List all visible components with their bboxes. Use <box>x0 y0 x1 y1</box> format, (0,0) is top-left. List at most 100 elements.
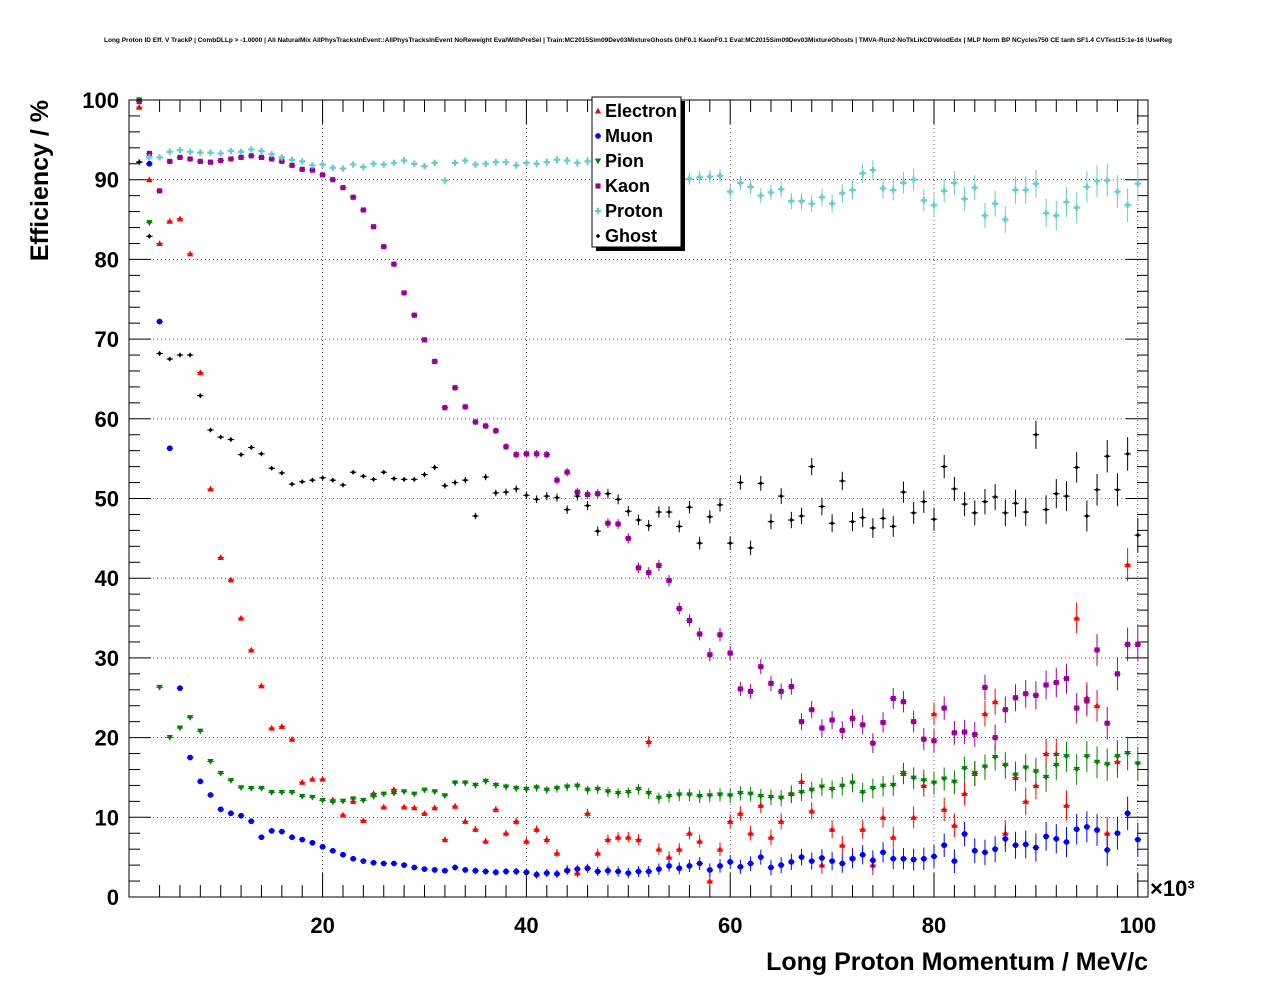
data-point <box>563 156 571 165</box>
marker <box>951 822 958 828</box>
marker <box>228 156 234 162</box>
data-point <box>991 688 999 715</box>
marker <box>339 165 347 172</box>
marker <box>1083 754 1091 760</box>
data-point <box>176 352 184 358</box>
marker <box>1104 830 1111 836</box>
data-point <box>991 190 999 217</box>
marker <box>1043 833 1049 840</box>
data-point <box>920 847 928 870</box>
marker <box>911 719 917 725</box>
marker <box>1134 761 1142 768</box>
marker <box>1074 705 1080 711</box>
x-tick-label: 20 <box>310 913 334 938</box>
marker <box>961 766 968 772</box>
marker <box>227 778 235 784</box>
data-point <box>777 813 785 830</box>
marker <box>757 802 764 808</box>
data-point <box>859 507 866 528</box>
marker <box>574 866 581 872</box>
marker <box>870 740 876 746</box>
data-point <box>818 497 826 516</box>
x-axis-exponent: ×10³ <box>1150 876 1195 901</box>
data-point <box>462 157 469 164</box>
legend-label: Ghost <box>605 226 657 246</box>
marker <box>1063 802 1070 808</box>
data-point <box>930 844 938 868</box>
data-point <box>747 179 754 195</box>
marker <box>860 722 866 728</box>
marker <box>228 810 234 817</box>
legend-entry-muon: Muon <box>595 126 653 146</box>
data-point <box>462 866 469 873</box>
marker <box>605 867 611 874</box>
marker <box>677 524 682 529</box>
marker <box>1022 798 1029 804</box>
marker <box>147 234 152 239</box>
data-point <box>981 754 989 780</box>
marker <box>492 158 500 166</box>
marker <box>798 198 805 205</box>
marker <box>818 194 826 201</box>
data-point <box>370 224 377 230</box>
marker <box>288 790 296 796</box>
marker <box>1083 823 1090 830</box>
marker <box>717 863 723 869</box>
marker <box>187 156 193 162</box>
marker <box>615 521 621 527</box>
marker <box>238 812 244 819</box>
data-point <box>675 520 683 533</box>
data-point <box>258 451 265 457</box>
data-point <box>1022 787 1029 816</box>
marker <box>463 477 468 483</box>
data-point <box>961 756 968 781</box>
data-point <box>869 850 877 871</box>
data-point <box>360 858 367 865</box>
data-point <box>135 159 143 165</box>
marker <box>614 790 622 797</box>
marker <box>777 795 785 802</box>
marker <box>594 786 601 793</box>
marker <box>706 877 714 884</box>
data-point <box>227 147 235 155</box>
marker <box>992 735 998 741</box>
marker <box>451 159 459 167</box>
legend-entry-pion: Pion <box>594 151 644 171</box>
data-point <box>747 786 754 802</box>
data-point <box>1053 200 1060 231</box>
marker <box>186 148 194 156</box>
data-point <box>258 786 265 792</box>
data-point <box>197 393 204 399</box>
data-point <box>400 789 408 795</box>
data-point <box>176 215 184 222</box>
x-tick-label: 60 <box>718 913 742 938</box>
data-point <box>472 161 479 168</box>
marker <box>1094 647 1100 653</box>
marker <box>482 868 489 875</box>
marker <box>604 789 612 795</box>
data-point <box>665 574 673 587</box>
marker <box>248 146 255 153</box>
data-point <box>421 810 428 816</box>
marker <box>982 849 988 856</box>
marker <box>900 770 907 777</box>
marker <box>961 790 968 796</box>
data-point <box>930 702 938 726</box>
data-point <box>757 849 765 865</box>
marker <box>951 730 957 736</box>
marker <box>859 826 866 832</box>
marker <box>289 834 295 841</box>
data-point <box>737 786 744 801</box>
marker <box>1124 810 1131 817</box>
marker <box>421 787 428 794</box>
legend-entry-proton: Proton <box>594 201 663 221</box>
y-tick-label: 70 <box>95 327 119 352</box>
marker <box>534 451 540 457</box>
marker <box>767 794 775 801</box>
marker <box>381 244 387 250</box>
data-point <box>197 158 204 164</box>
marker <box>329 847 336 854</box>
marker <box>1114 188 1121 195</box>
marker <box>207 149 214 156</box>
